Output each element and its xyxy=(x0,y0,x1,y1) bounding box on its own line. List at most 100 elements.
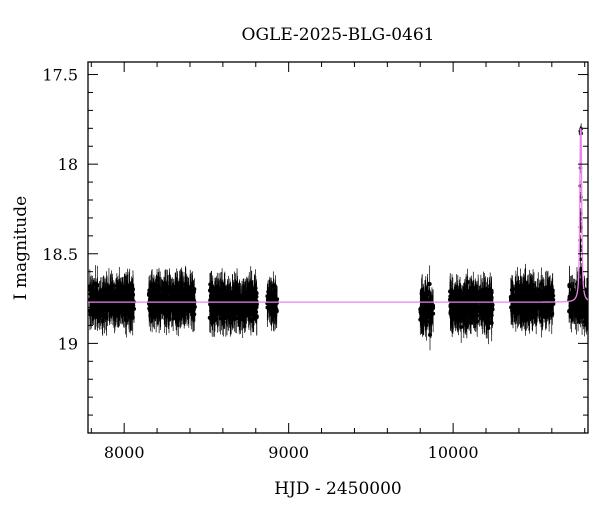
data-point xyxy=(489,320,494,325)
data-point xyxy=(528,287,533,292)
data-point xyxy=(466,295,471,300)
data-point xyxy=(123,303,128,308)
plot-frame xyxy=(87,61,589,434)
data-point xyxy=(209,308,214,313)
data-point xyxy=(519,291,524,296)
x-axis-label: HJD - 2450000 xyxy=(274,479,402,499)
x-tick-label: 8000 xyxy=(104,443,145,462)
data-point xyxy=(239,310,244,315)
data-point xyxy=(182,315,187,320)
data-point xyxy=(121,306,126,311)
data-point xyxy=(221,300,226,305)
data-point xyxy=(105,304,110,309)
axis-ticks: 8000 9000 10000 17.5 18 18.5 19 xyxy=(42,62,588,462)
data-point xyxy=(189,295,194,300)
data-point xyxy=(544,296,549,301)
data-point xyxy=(266,298,271,303)
data-point xyxy=(464,292,469,297)
data-point xyxy=(155,285,160,290)
x-tick-label: 10000 xyxy=(428,443,479,462)
data-point xyxy=(186,292,191,297)
data-point xyxy=(183,283,188,288)
data-point xyxy=(515,311,520,316)
data-point xyxy=(251,313,256,318)
data-point xyxy=(125,305,130,310)
data-point xyxy=(162,305,167,310)
data-point xyxy=(91,306,96,311)
data-point xyxy=(451,309,456,314)
data-point xyxy=(567,284,572,289)
y-tick-label: 18 xyxy=(58,155,78,174)
data-point xyxy=(534,312,539,317)
model-curve-layer xyxy=(88,128,588,303)
data-point xyxy=(242,309,247,314)
data-point xyxy=(457,301,462,306)
data-point xyxy=(147,302,152,307)
chart-title: OGLE-2025-BLG-0461 xyxy=(242,25,435,45)
data-point xyxy=(475,319,480,324)
data-point xyxy=(235,293,240,298)
data-point xyxy=(230,290,235,295)
data-point xyxy=(254,291,259,296)
data-point xyxy=(533,291,538,296)
y-tick-label: 18.5 xyxy=(42,245,78,264)
data-point xyxy=(95,290,100,295)
data-point xyxy=(570,307,575,312)
data-point xyxy=(471,301,476,306)
data-point xyxy=(179,306,184,311)
data-point xyxy=(579,277,583,282)
data-point xyxy=(525,302,530,307)
data-point xyxy=(120,289,125,294)
data-point xyxy=(100,292,105,297)
data-point xyxy=(250,295,255,300)
data-point xyxy=(190,305,195,310)
data-point xyxy=(518,295,523,300)
data-point xyxy=(519,317,524,322)
data-point xyxy=(418,306,423,311)
data-points-layer xyxy=(88,123,588,351)
data-point xyxy=(213,303,218,308)
data-point xyxy=(239,297,244,302)
data-point xyxy=(527,284,532,289)
data-point xyxy=(89,292,94,297)
data-point xyxy=(548,295,553,300)
data-point xyxy=(481,310,486,315)
data-point xyxy=(167,312,172,317)
data-point xyxy=(582,319,587,324)
data-point xyxy=(423,293,428,298)
data-point xyxy=(579,293,583,298)
data-point xyxy=(484,294,489,299)
data-point xyxy=(422,309,427,314)
data-point xyxy=(176,309,181,314)
data-point xyxy=(167,289,172,294)
data-point xyxy=(235,285,240,290)
data-point xyxy=(127,283,132,288)
data-point xyxy=(186,304,191,309)
data-point xyxy=(578,285,583,289)
data-point xyxy=(183,295,188,300)
data-point xyxy=(212,318,217,323)
data-point xyxy=(583,308,588,313)
data-point xyxy=(103,313,108,318)
data-point xyxy=(509,296,514,301)
data-point xyxy=(513,314,518,319)
data-point xyxy=(455,312,460,317)
data-point xyxy=(223,295,228,300)
data-point xyxy=(111,289,116,294)
data-point xyxy=(175,286,180,291)
data-point xyxy=(427,281,432,286)
data-point xyxy=(580,297,585,302)
data-point xyxy=(547,305,552,310)
data-point xyxy=(577,305,582,310)
data-point xyxy=(569,290,574,295)
data-point xyxy=(243,299,248,304)
plot-area xyxy=(87,61,589,434)
data-point xyxy=(174,320,179,325)
data-point xyxy=(154,314,159,319)
data-point xyxy=(224,302,229,307)
data-point xyxy=(178,288,183,293)
data-point xyxy=(271,297,276,302)
data-point xyxy=(487,291,492,296)
data-point xyxy=(510,310,515,315)
